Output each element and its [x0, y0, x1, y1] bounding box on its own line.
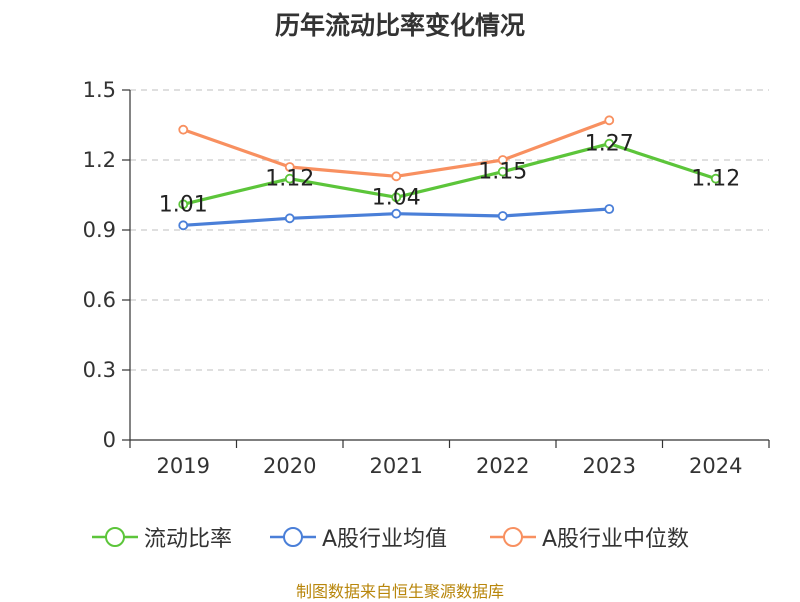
legend-item-industry-mean[interactable]: A股行业均值 — [270, 520, 447, 554]
x-tick-label: 2020 — [263, 454, 316, 478]
data-label: 1.12 — [691, 167, 740, 192]
legend-label: 流动比率 — [144, 527, 233, 552]
data-label: 1.04 — [372, 185, 421, 210]
data-point — [284, 173, 295, 184]
data-point — [604, 115, 615, 126]
source-note: 制图数据来自恒生聚源数据库 — [295, 582, 504, 601]
x-tick-label: 2021 — [370, 454, 423, 478]
legend-item-current-ratio[interactable]: 流动比率 — [92, 520, 232, 554]
legend-line-marker-icon — [490, 527, 536, 547]
y-tick-label: 1.2 — [83, 148, 116, 172]
legend-item-industry-median[interactable]: A股行业中位数 — [490, 520, 689, 554]
series-line-2 — [182, 118, 610, 178]
data-label: 1.12 — [265, 167, 314, 192]
data-point — [178, 124, 189, 135]
y-tick-label: 0.9 — [83, 218, 116, 242]
data-point — [604, 204, 615, 214]
x-tick-label: 2023 — [583, 454, 636, 478]
data-point — [178, 220, 189, 231]
data-label: 1.27 — [585, 132, 634, 157]
legend-line-marker-icon — [92, 527, 138, 547]
data-label: 1.15 — [478, 160, 527, 185]
data-point — [497, 166, 508, 177]
y-tick-label: 0.6 — [83, 288, 116, 312]
y-tick-label: 0.3 — [83, 358, 116, 382]
data-point — [497, 155, 508, 165]
y-tick-label: 1.5 — [83, 78, 116, 102]
x-tick-label: 2024 — [689, 454, 742, 478]
data-point — [391, 208, 402, 219]
x-tick-label: 2019 — [157, 454, 210, 478]
legend-label: A股行业中位数 — [542, 527, 690, 552]
x-tick-label: 2022 — [476, 454, 529, 478]
data-point — [710, 173, 721, 184]
legend-label: A股行业均值 — [322, 527, 448, 552]
legend: 流动比率 A股行业均值 A股行业中位数 — [0, 520, 800, 554]
chart-title: 历年流动比率变化情况 — [274, 11, 525, 40]
data-point — [391, 171, 402, 182]
y-tick-label: 0 — [103, 428, 116, 452]
data-label: 1.01 — [159, 192, 208, 217]
data-point — [178, 199, 189, 210]
data-point — [284, 162, 295, 172]
legend-line-marker-icon — [270, 527, 316, 547]
data-point — [604, 138, 615, 149]
series-line-0 — [182, 142, 717, 206]
data-point — [497, 211, 508, 221]
data-point — [284, 213, 295, 224]
data-point — [391, 192, 402, 203]
